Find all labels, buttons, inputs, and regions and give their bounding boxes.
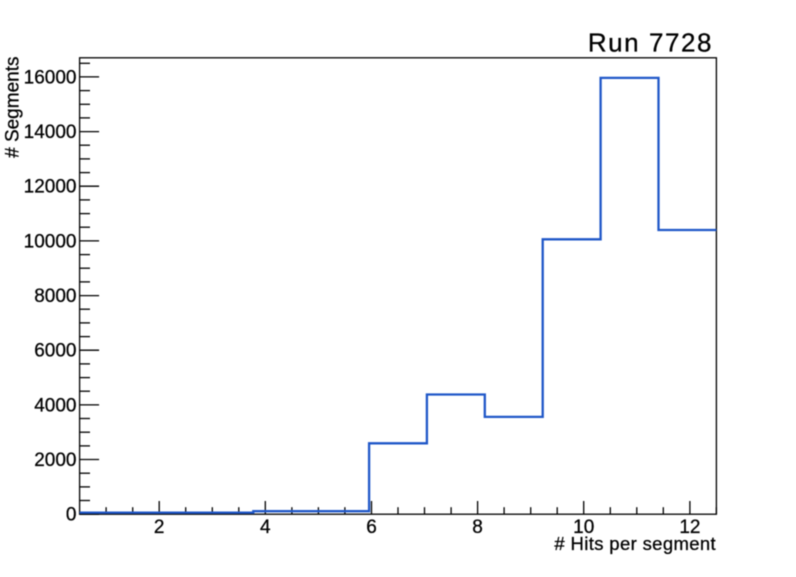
svg-text:Run 7728: Run 7728 [588,27,713,57]
svg-text:# Hits per segment: # Hits per segment [554,533,716,554]
svg-text:12: 12 [679,517,700,538]
svg-text:6000: 6000 [34,341,76,362]
svg-text:10: 10 [573,517,594,538]
svg-text:6: 6 [366,517,377,538]
svg-text:16000: 16000 [24,67,77,88]
svg-text:2: 2 [154,517,165,538]
svg-text:10000: 10000 [24,231,77,252]
svg-text:0: 0 [66,505,77,526]
svg-text:12000: 12000 [24,177,77,198]
svg-text:4000: 4000 [34,395,76,416]
svg-text:8: 8 [472,517,483,538]
svg-text:4: 4 [260,517,271,538]
svg-text:2000: 2000 [34,450,76,471]
svg-text:14000: 14000 [24,122,77,143]
svg-text:# Segments: # Segments [3,56,24,157]
svg-text:8000: 8000 [34,286,76,307]
